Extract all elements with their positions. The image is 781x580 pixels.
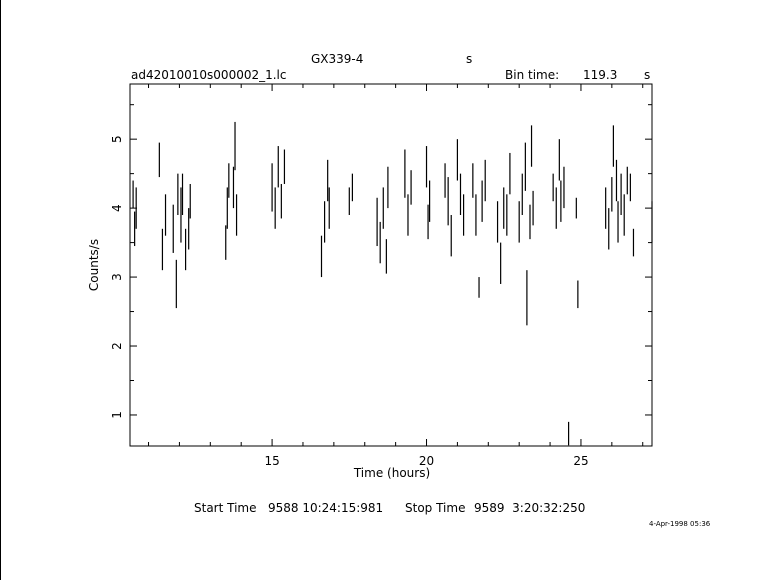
start-time-value: 9588 10:24:15:981 <box>268 501 384 515</box>
y-tick-label: 5 <box>110 135 124 143</box>
x-tick-label: 25 <box>573 454 588 468</box>
plot-timestamp: 4-Apr-1998 05:36 <box>649 520 711 528</box>
start-time-label: Start Time <box>194 501 257 515</box>
units-mark: s <box>466 52 473 66</box>
file-name: ad42010010s000002_1.lc <box>131 68 287 82</box>
y-tick-label: 4 <box>110 204 124 212</box>
x-axis-label: Time (hours) <box>353 466 430 480</box>
y-tick-label: 2 <box>110 342 124 350</box>
stop-time-value: 9589 3:20:32:250 <box>474 501 586 515</box>
bin-time-unit: s <box>644 68 651 82</box>
left-edge-rule <box>0 0 1 580</box>
plot-frame <box>129 83 653 447</box>
bin-time-value: 119.3 <box>583 68 618 82</box>
y-tick-label: 1 <box>110 411 124 419</box>
x-tick-label: 15 <box>264 454 279 468</box>
y-axis-label: Counts/s <box>87 239 101 291</box>
object-name: GX339-4 <box>311 52 364 66</box>
stop-time-label: Stop Time <box>405 501 466 515</box>
x-tick-label: 20 <box>419 454 434 468</box>
bin-time-label: Bin time: <box>505 68 560 82</box>
y-tick-label: 3 <box>110 273 124 281</box>
